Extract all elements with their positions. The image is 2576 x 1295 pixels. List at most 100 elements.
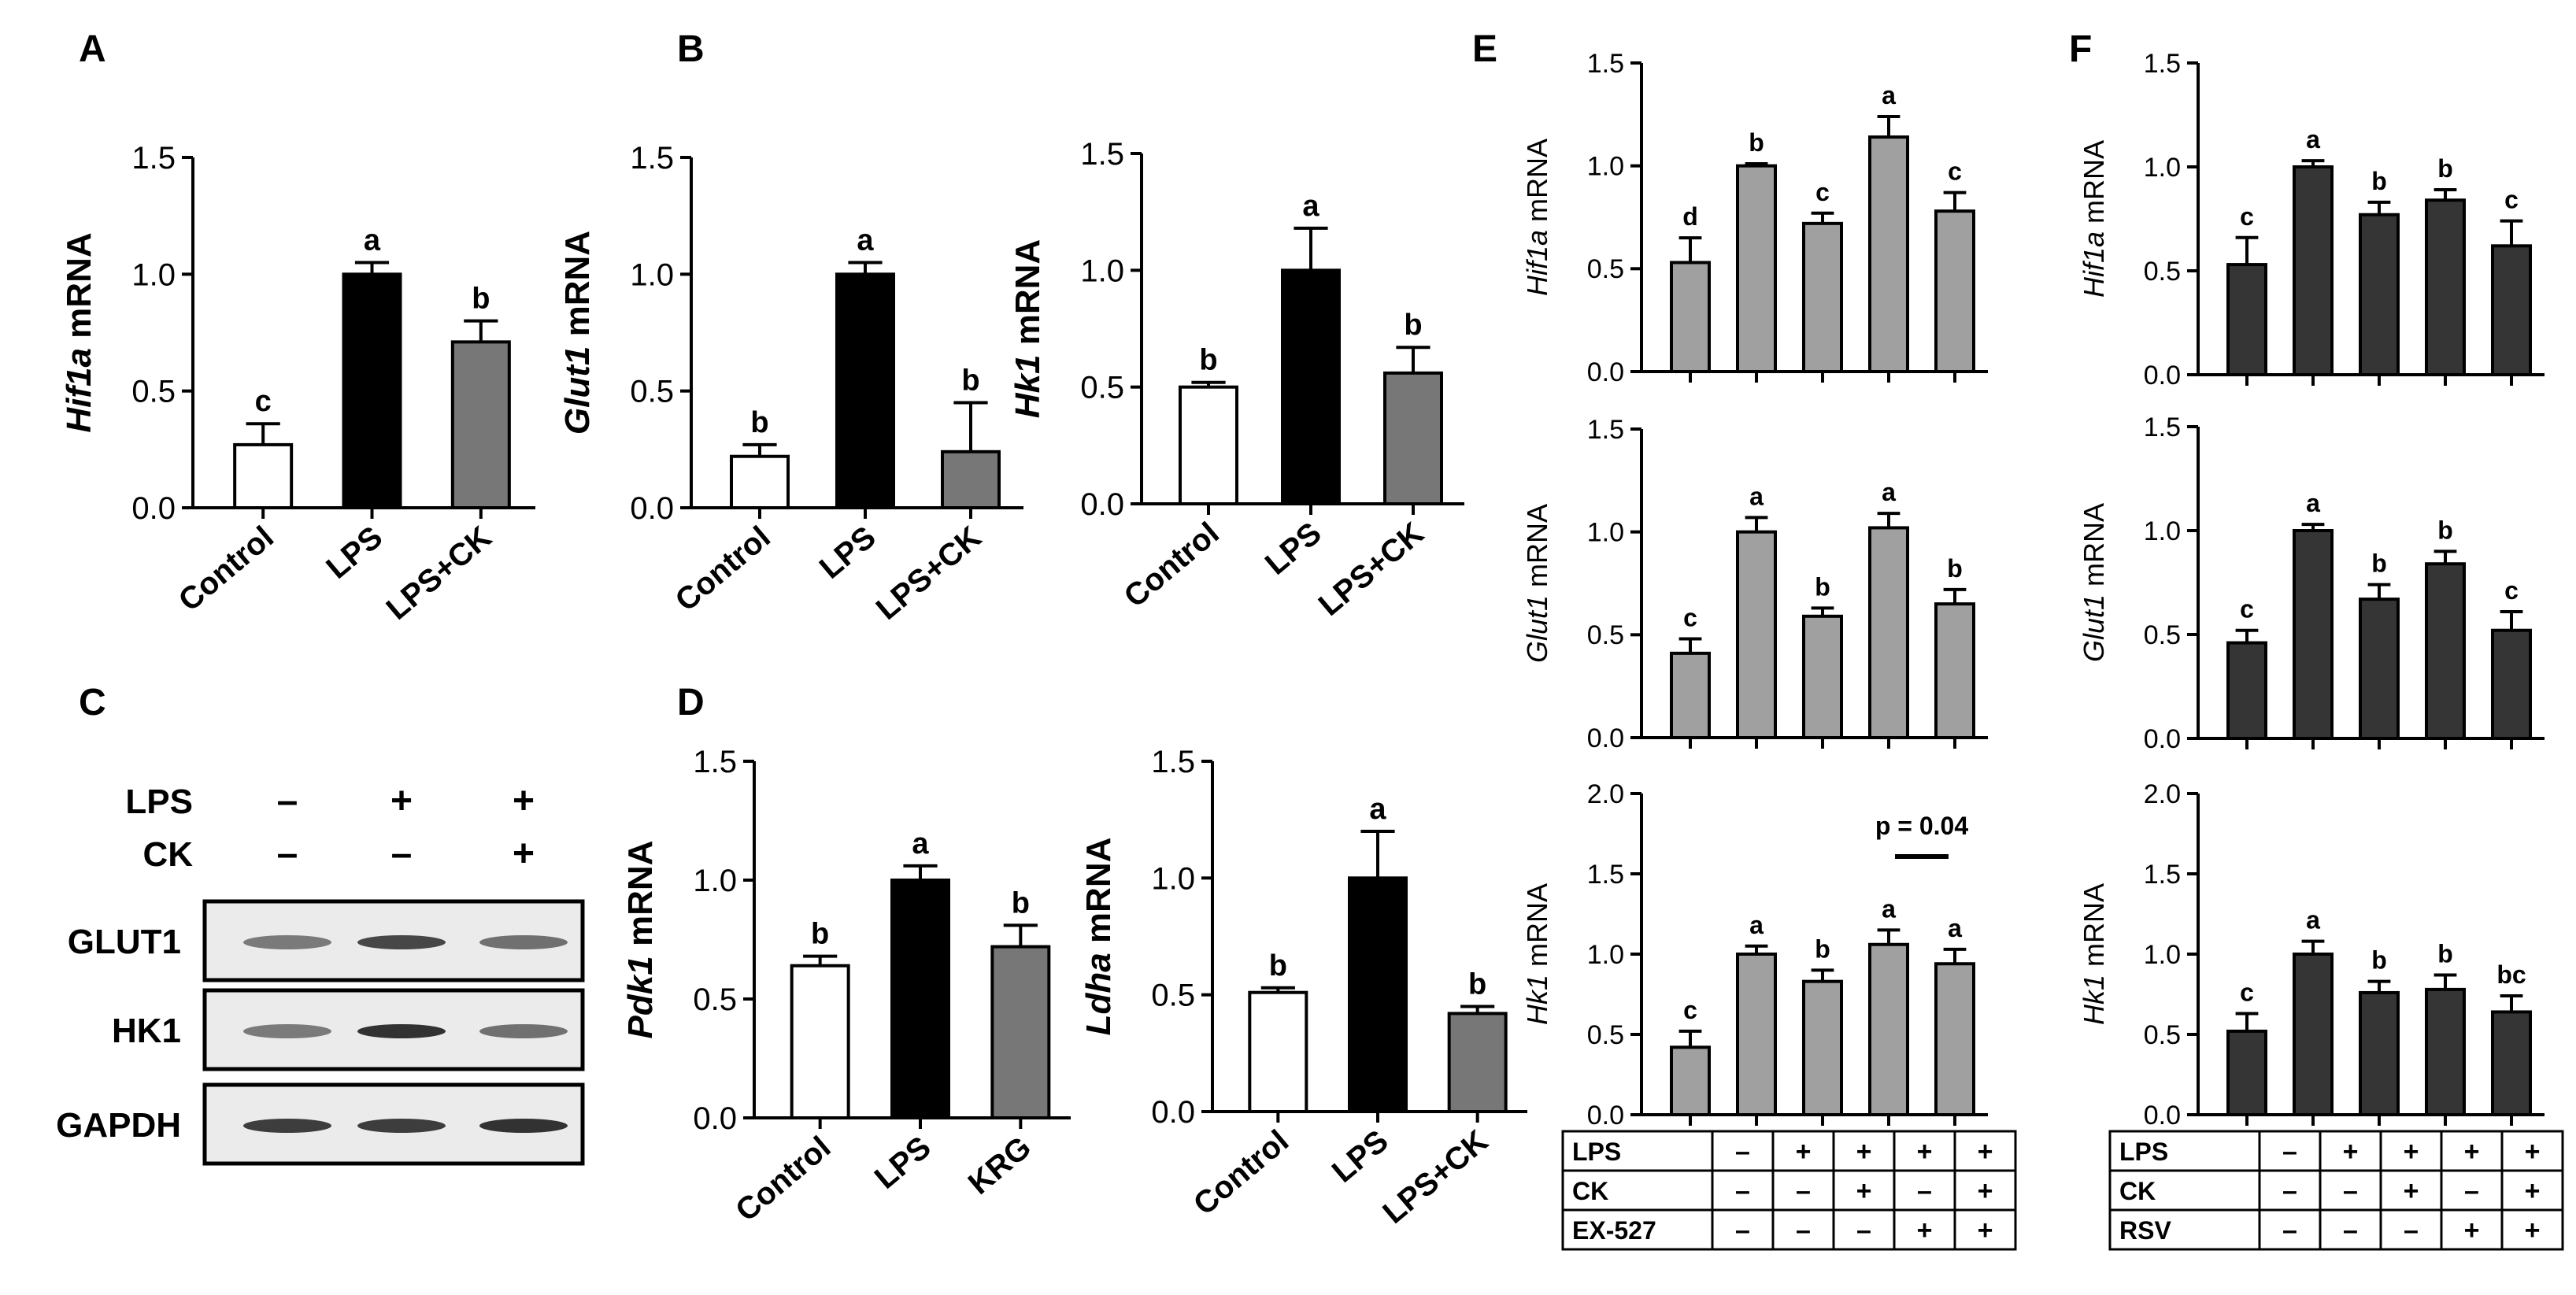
y-tick-label: 1.5: [1080, 137, 1124, 172]
y-tick-label: 1.5: [1587, 415, 1624, 445]
table-row-label: EX-527: [1572, 1216, 1656, 1245]
bar: [1934, 602, 1975, 740]
bar: [1736, 953, 1777, 1116]
bar: [2359, 213, 2400, 376]
y-axis-label-gene: Glut1: [2078, 594, 2110, 662]
chart-a: 0.0 0.5 1.0 1.5 c Control a LPS b LPS+CK Hif1a mRN…: [60, 141, 535, 627]
bar: [2425, 987, 2466, 1116]
table-cell: +: [1978, 1137, 1993, 1167]
treatment-table-e: LPS – + + + + CK – – + – + EX-527 – – – + +: [1561, 1130, 2017, 1251]
chart-b1: 0.0 0.5 1.0 1.5 b Control a LPS b LPS+CK Glut1 mRN…: [558, 141, 1023, 627]
x-tick-label: LPS: [1259, 516, 1328, 582]
y-tick-label: 0.5: [2144, 257, 2181, 287]
bar: [1248, 990, 1308, 1113]
bar: [1736, 164, 1777, 374]
bar: [2425, 562, 2466, 740]
table-row-label: RSV: [2119, 1216, 2171, 1245]
chart-b2: 0.0 0.5 1.0 1.5 b Control a LPS b LPS+CK Hk1 mRNA: [1009, 137, 1464, 623]
significance-letter: a: [364, 224, 381, 257]
bar: [890, 879, 950, 1119]
significance-letter: b: [2437, 516, 2453, 544]
y-tick-label: 1.5: [693, 745, 737, 779]
bar: [2293, 953, 2334, 1116]
y-tick-label: 1.5: [1151, 745, 1195, 779]
significance-letter: c: [2240, 978, 2254, 1006]
significance-letter: b: [1269, 949, 1287, 982]
x-tick-label: Control: [172, 520, 280, 618]
bar: [1383, 371, 1443, 505]
x-tick-label: LPS+CK: [1376, 1123, 1494, 1230]
significance-letter: b: [1815, 572, 1830, 601]
y-tick-label: 0.5: [1587, 620, 1624, 650]
chart-e2: 0.0 0.5 1.0 1.5 c a b a b Glut1 mRNA: [1521, 415, 1988, 753]
blot-band: [479, 1119, 568, 1133]
significance-letter: a: [1882, 478, 1896, 506]
y-tick-label: 0.5: [1151, 979, 1195, 1013]
table-cell: –: [1796, 1215, 1811, 1245]
bar: [342, 272, 402, 509]
y-tick-label: 0.5: [2144, 620, 2181, 650]
y-axis-label-gene: Hif1a: [2078, 231, 2110, 298]
bar: [1868, 942, 1909, 1117]
y-tick-label: 1.5: [1587, 860, 1624, 890]
y-tick-label: 0.5: [2144, 1020, 2181, 1050]
y-tick-label: 1.0: [2144, 516, 2181, 546]
significance-letter: b: [1815, 934, 1830, 963]
bar: [2359, 598, 2400, 740]
significance-letter: a: [1948, 914, 1962, 942]
bar: [1179, 385, 1238, 505]
panel-letter-d: D: [677, 682, 705, 723]
blot-band: [243, 935, 331, 949]
lane-lps-sign: +: [513, 780, 535, 822]
bar: [2293, 529, 2334, 740]
x-tick-label: Control: [669, 520, 777, 618]
significance-letter: d: [1682, 202, 1698, 231]
y-tick-label: 1.0: [630, 257, 674, 292]
significance-letter: b: [1749, 128, 1764, 157]
table-row-label: CK: [2119, 1177, 2156, 1205]
y-tick-label: 1.5: [2144, 860, 2181, 890]
lane-ck-sign: +: [513, 833, 535, 875]
chart-f1: 0.0 0.5 1.0 1.5 c a b b c Hif1a mRNA: [2078, 49, 2545, 390]
significance-letter: b: [1468, 968, 1486, 1001]
table-cell: –: [1735, 1137, 1750, 1167]
x-tick-label: Control: [1118, 516, 1226, 614]
y-axis-label-gene: Ldha: [1079, 953, 1118, 1035]
table-row-label: LPS: [1572, 1138, 1621, 1166]
y-tick-label: 0.0: [693, 1101, 737, 1136]
x-tick-label: LPS+CK: [1312, 516, 1430, 623]
y-axis-label-gene: Hif1a: [60, 348, 98, 433]
y-tick-label: 0.5: [693, 982, 737, 1017]
y-axis-label: Glut1 mRNA: [1521, 504, 1553, 663]
bar: [1868, 135, 1909, 374]
table-row-label: CK: [1572, 1177, 1608, 1205]
blot-row-label-ck: CK: [142, 835, 193, 874]
lane-lps-sign: –: [277, 780, 298, 822]
lane-ck-sign: –: [391, 833, 413, 875]
y-axis-label: Hif1a mRNA: [60, 232, 98, 432]
blot-label: HK1: [112, 1012, 181, 1050]
significance-letter: c: [2240, 595, 2254, 623]
y-axis-label: Hk1 mRNA: [1521, 883, 1553, 1025]
y-tick-label: 0.5: [1587, 254, 1624, 284]
table-cell: +: [1978, 1215, 1993, 1245]
significance-letter: b: [1199, 344, 1217, 377]
y-tick-label: 0.5: [630, 375, 674, 409]
x-tick-label: LPS: [868, 1130, 938, 1196]
table-cell: –: [2464, 1176, 2479, 1206]
x-tick-label: LPS: [813, 520, 883, 586]
y-tick-label: 0.0: [1587, 723, 1624, 753]
chart-d2: 0.0 0.5 1.0 1.5 b Control a LPS b LPS+CK Ldha mRNA: [1079, 745, 1527, 1230]
significance-letter: c: [2504, 186, 2519, 214]
y-tick-label: 0.0: [630, 491, 674, 526]
x-tick-label: LPS+CK: [380, 520, 498, 627]
chart-f3: 0.0 0.5 1.0 1.5 2.0 c a b b bc Hk1 mRNA: [2078, 779, 2545, 1130]
blot-band: [479, 935, 568, 949]
bar: [1670, 261, 1711, 374]
y-tick-label: 1.0: [1587, 518, 1624, 548]
y-axis-label-suffix: mRNA: [2078, 503, 2110, 594]
lane-lps-sign: +: [390, 780, 413, 822]
table-cell: +: [1796, 1137, 1812, 1167]
x-tick-label: KRG: [962, 1130, 1038, 1201]
